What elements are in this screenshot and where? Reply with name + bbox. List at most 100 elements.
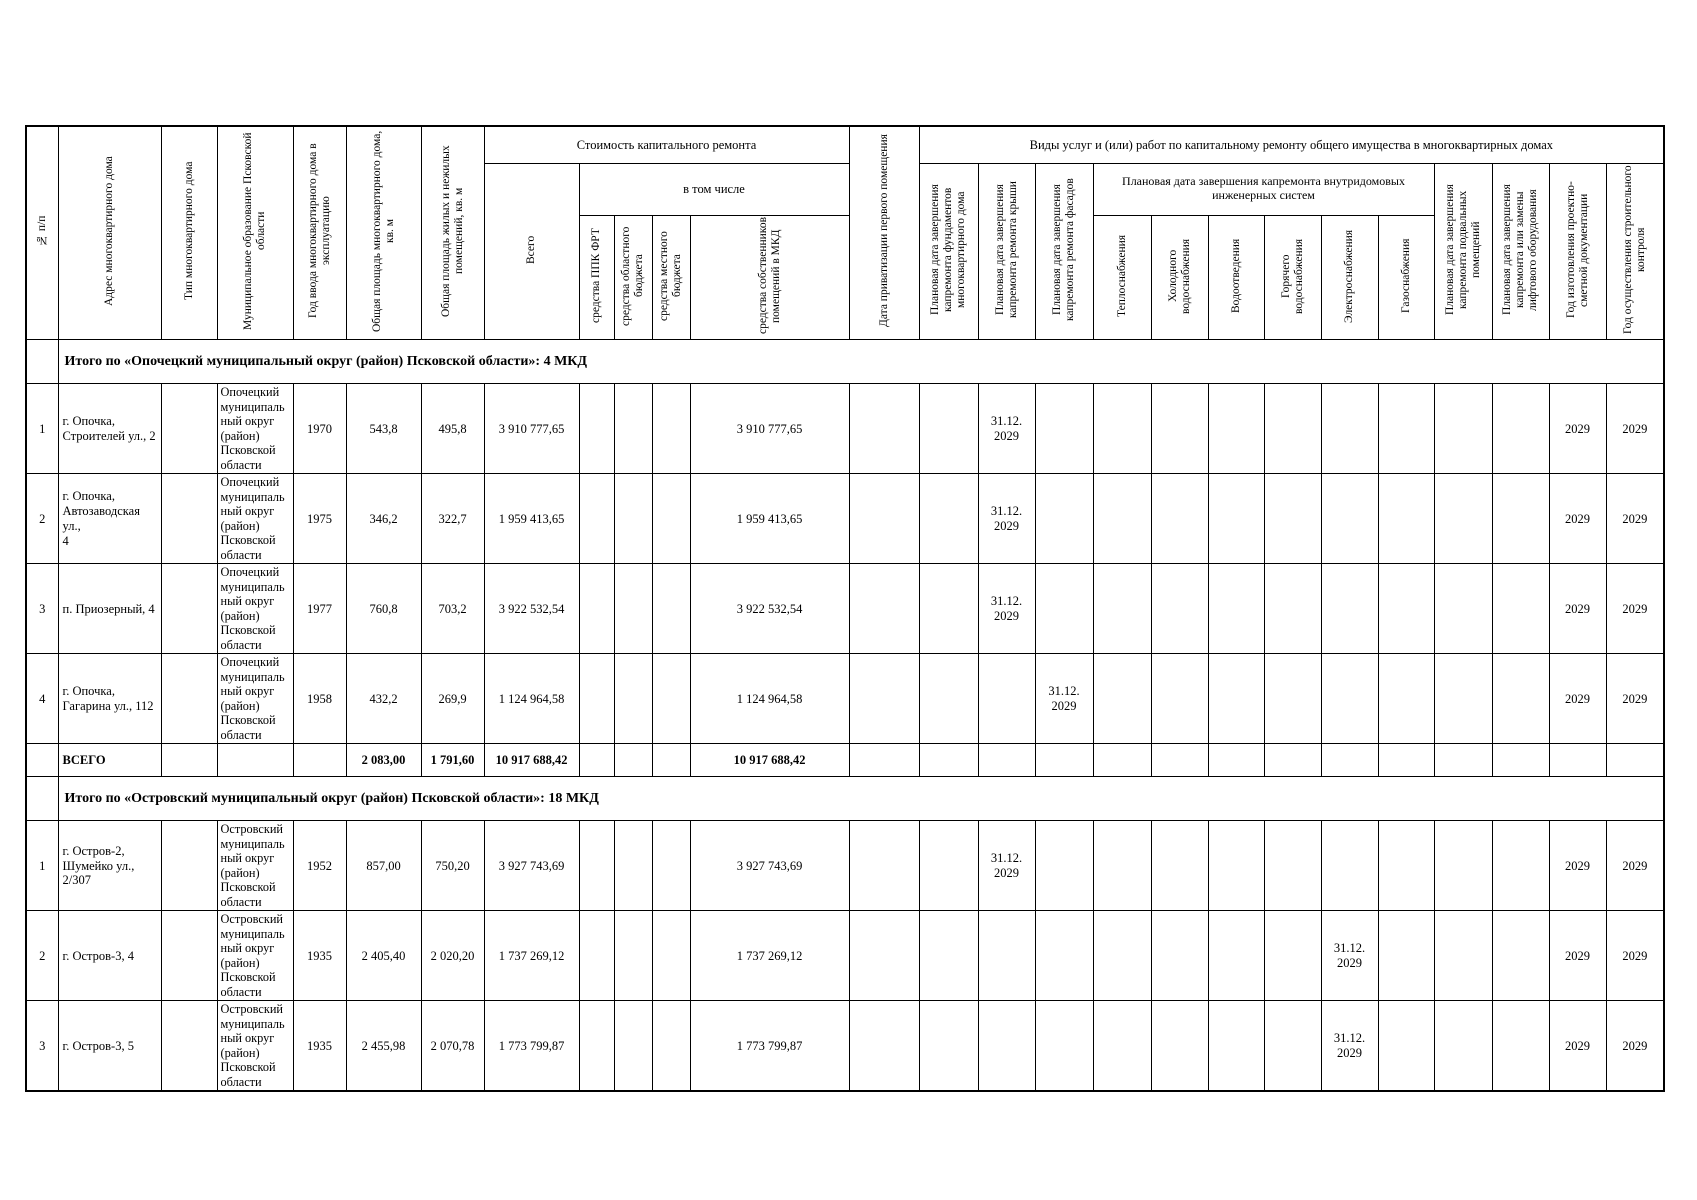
cell-cold-water (1150, 653, 1209, 745)
cell-funds-frt (578, 910, 615, 1002)
header-type: Тип многоквартирного дома (160, 125, 218, 341)
header-date-roof-label: Плановая дата завершения капремонта ремо… (993, 181, 1019, 318)
cell-funds-regional (613, 473, 653, 565)
header-control-year-label: Год осуществления строительного контроля (1621, 165, 1647, 334)
cell-municipality: Островский муниципаль ный округ (район) … (216, 1000, 294, 1092)
section-title: Итого по «Островский муниципальный округ… (57, 776, 1665, 822)
cell-funds-regional (613, 820, 653, 912)
header-cold-water: Холодного водоснабжения (1150, 214, 1209, 341)
cell-funds-frt (578, 563, 615, 655)
cell-date-facade (1034, 473, 1094, 565)
header-date-foundation-label: Плановая дата завершения капремонта фунд… (929, 184, 967, 315)
header-funds-owners: средства собственников помещений в МКД (689, 214, 850, 341)
cell-sewerage (1207, 1000, 1265, 1092)
cell-funds-local (651, 1000, 691, 1092)
cell-date-basement (1433, 383, 1493, 475)
header-funds-local: средства местного бюджета (651, 214, 691, 341)
cell-heat (1092, 743, 1152, 778)
cell-electricity (1320, 563, 1379, 655)
header-area-total: Общая площадь многоквартирного дома, кв.… (345, 125, 422, 341)
cell-control-year: 2029 (1605, 910, 1665, 1002)
cell-cost-total: 3 910 777,65 (483, 383, 580, 475)
section-header-row: Итого по «Островский муниципальный округ… (25, 776, 1665, 822)
cell-date-basement (1433, 563, 1493, 655)
cell-year-commissioned: 1970 (292, 383, 347, 475)
cell-date-facade (1034, 910, 1094, 1002)
header-hot-water-label: Горячего водоснабжения (1279, 237, 1305, 314)
cell-date-roof (977, 910, 1036, 1002)
cell-electricity (1320, 743, 1379, 778)
header-funds-local-label: средства местного бюджета (658, 230, 683, 321)
cell-area-premises: 495,8 (420, 383, 485, 475)
cell-hot-water (1263, 383, 1322, 475)
cell-funds-owners: 3 910 777,65 (689, 383, 850, 475)
cell-privatization-date (848, 820, 920, 912)
cell-hot-water (1263, 910, 1322, 1002)
cell-psd-year: 2029 (1548, 653, 1607, 745)
cell-privatization-date (848, 1000, 920, 1092)
total-row: ВСЕГО 2 083,00 1 791,60 10 917 688,42 10 917… (25, 743, 1665, 778)
cell-date-elevator (1491, 383, 1550, 475)
cell-date-basement (1433, 653, 1493, 745)
cell-num: 2 (25, 910, 59, 1002)
cell-privatization-date (848, 563, 920, 655)
table-row: 3 г. Остров-3, 5 Островский муниципаль ный… (25, 1000, 1665, 1092)
cell-area-total: 760,8 (345, 563, 422, 655)
header-heat: Теплоснабжения (1092, 214, 1152, 341)
header-gas-label: Газоснабжения (1399, 238, 1412, 313)
header-heat-label: Теплоснабжения (1115, 234, 1128, 317)
cell-psd-year: 2029 (1548, 383, 1607, 475)
cell-funds-frt (578, 653, 615, 745)
cell-area-total: 2 455,98 (345, 1000, 422, 1092)
cell-municipality (216, 743, 294, 778)
header-date-elevator-label: Плановая дата завершения капремонта или … (1501, 184, 1539, 315)
header-psd-year: Год изготовления проектно-сметной докуме… (1548, 162, 1607, 341)
cell-date-foundation (918, 1000, 979, 1092)
cell-funds-local (651, 473, 691, 565)
header-municipality-label: Муниципальное образование Псковской обла… (242, 132, 267, 331)
cell-address: г. Опочка, Строителей ул., 2 (57, 383, 162, 475)
cell-hot-water (1263, 653, 1322, 745)
cell-date-roof: 31.12. 2029 (977, 563, 1036, 655)
header-year-commissioned: Год ввода многоквартирного дома в эксплу… (292, 125, 347, 341)
cell-area-premises: 750,20 (420, 820, 485, 912)
cell-funds-frt (578, 473, 615, 565)
cell-year-commissioned: 1935 (292, 910, 347, 1002)
header-funds-frt-label: средства ППК ФРТ (590, 228, 603, 323)
cell-date-facade: 31.12. 2029 (1034, 653, 1094, 745)
cell-funds-regional (613, 1000, 653, 1092)
header-date-elevator: Плановая дата завершения капремонта или … (1491, 162, 1550, 341)
cell-type (160, 1000, 218, 1092)
cell-address: г. Опочка, Автозаводская ул., 4 (57, 473, 162, 565)
cell-gas (1377, 910, 1435, 1002)
cell-date-elevator (1491, 910, 1550, 1002)
cell-sewerage (1207, 910, 1265, 1002)
cell-area-premises: 269,9 (420, 653, 485, 745)
cell-cold-water (1150, 1000, 1209, 1092)
cell-date-facade (1034, 563, 1094, 655)
header-date-foundation: Плановая дата завершения капремонта фунд… (918, 162, 979, 341)
cell-sewerage (1207, 563, 1265, 655)
header-date-roof: Плановая дата завершения капремонта ремо… (977, 162, 1036, 341)
cell-privatization-date (848, 653, 920, 745)
cell-heat (1092, 1000, 1152, 1092)
cell-heat (1092, 653, 1152, 745)
cell-address: г. Остров-3, 5 (57, 1000, 162, 1092)
cell-type (160, 473, 218, 565)
header-sewerage-label: Водоотведения (1229, 238, 1242, 313)
table-header: № п/п Адрес многоквартирного дома Тип мн… (25, 125, 1665, 341)
cell-year-commissioned: 1935 (292, 1000, 347, 1092)
cell-control-year: 2029 (1605, 820, 1665, 912)
cell-num (25, 776, 59, 822)
header-num: № п/п (25, 125, 59, 341)
cell-num: 1 (25, 383, 59, 475)
cell-funds-local (651, 653, 691, 745)
cell-funds-local (651, 743, 691, 778)
cell-funds-local (651, 383, 691, 475)
cell-psd-year: 2029 (1548, 473, 1607, 565)
cell-gas (1377, 820, 1435, 912)
cell-year-commissioned: 1958 (292, 653, 347, 745)
cell-heat (1092, 563, 1152, 655)
cell-funds-regional (613, 910, 653, 1002)
cell-privatization-date (848, 473, 920, 565)
